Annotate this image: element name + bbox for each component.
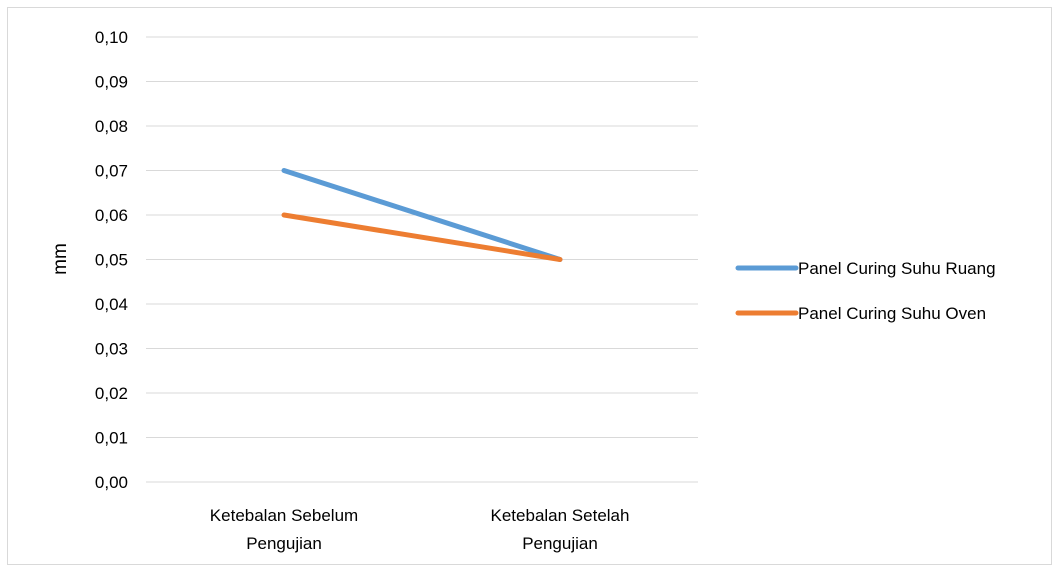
y-tick-label: 0,10 [95,28,128,47]
series-lines [281,168,563,262]
series-line-1 [281,168,563,262]
y-tick-label: 0,02 [95,384,128,403]
y-axis-tick-labels: 0,00 0,01 0,02 0,03 0,04 0,05 0,06 0,07 0,08 0,09… [95,28,128,492]
x-tick-label: Ketebalan Setelah [491,506,630,525]
legend-label: Panel Curing Suhu Ruang [798,259,996,278]
x-axis-tick-labels: Ketebalan Sebelum Pengujian Ketebalan Sete… [210,506,630,553]
chart-frame [7,7,1052,565]
x-tick-label: Pengujian [522,534,598,553]
gridlines [146,36,698,483]
y-tick-label: 0,06 [95,206,128,225]
y-tick-label: 0,07 [95,162,128,181]
y-tick-label: 0,03 [95,340,128,359]
y-tick-label: 0,05 [95,251,128,270]
x-tick-label: Ketebalan Sebelum [210,506,358,525]
y-tick-label: 0,04 [95,295,128,314]
y-tick-label: 0,09 [95,73,128,92]
y-axis-title: mm [50,243,71,275]
legend: Panel Curing Suhu Ruang Panel Curing Suhu… [735,259,996,323]
x-tick-label: Pengujian [246,534,322,553]
y-tick-label: 0,01 [95,429,128,448]
y-tick-label: 0,08 [95,117,128,136]
y-tick-label: 0,00 [95,473,128,492]
series-line-2 [281,212,563,262]
legend-label: Panel Curing Suhu Oven [798,304,986,323]
